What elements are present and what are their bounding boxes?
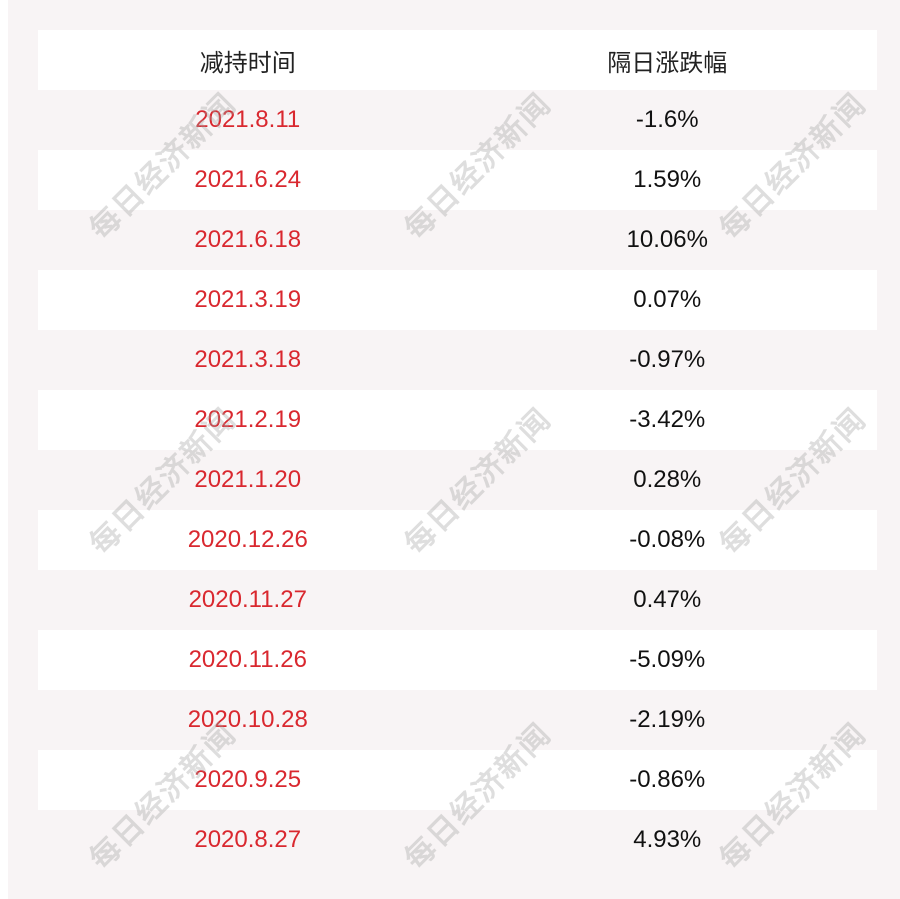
- table-header: 减持时间 隔日涨跌幅: [38, 30, 877, 90]
- date-cell: 2020.10.28: [187, 706, 308, 733]
- table-row: 2021.3.18 -0.97%: [38, 330, 877, 390]
- change-cell: -1.6%: [635, 106, 699, 133]
- table-row: 2020.11.26 -5.09%: [38, 630, 877, 690]
- date-cell: 2021.6.24: [194, 166, 302, 193]
- change-cell: -5.09%: [629, 646, 706, 673]
- change-cell: 4.93%: [633, 826, 702, 853]
- date-cell: 2021.6.18: [194, 226, 302, 253]
- date-cell: 2020.11.27: [188, 586, 307, 613]
- table-row: 2021.1.20 0.28%: [38, 450, 877, 510]
- change-cell: -0.86%: [629, 766, 706, 793]
- table-row: 2021.8.11 -1.6%: [38, 90, 877, 150]
- table-row: 2021.6.24 1.59%: [38, 150, 877, 210]
- table-row: 2020.9.25 -0.86%: [38, 750, 877, 810]
- date-cell: 2020.8.27: [194, 826, 302, 853]
- table-row: 2021.6.18 10.06%: [38, 210, 877, 270]
- table-row: 2021.2.19 -3.42%: [38, 390, 877, 450]
- table-row: 2020.8.27 4.93%: [38, 810, 877, 870]
- date-cell: 2021.3.19: [194, 286, 302, 313]
- header-date: 减持时间: [199, 49, 296, 77]
- change-cell: 10.06%: [626, 226, 708, 253]
- table-row: 2021.3.19 0.07%: [38, 270, 877, 330]
- change-cell: -3.42%: [629, 406, 706, 433]
- header-change: 隔日涨跌幅: [607, 49, 728, 77]
- change-cell: 1.59%: [633, 166, 702, 193]
- change-cell: 0.28%: [633, 466, 702, 493]
- date-cell: 2021.1.20: [194, 466, 302, 493]
- change-cell: -0.08%: [629, 526, 706, 553]
- date-cell: 2020.9.25: [194, 766, 302, 793]
- table-row: 2020.10.28 -2.19%: [38, 690, 877, 750]
- change-cell: -2.19%: [629, 706, 706, 733]
- data-table: 减持时间 隔日涨跌幅 2021.8.11 -1.6% 2021.6.24 1.59% 2…: [38, 30, 877, 870]
- change-cell: 0.47%: [633, 586, 702, 613]
- table-row: 2020.12.26 -0.08%: [38, 510, 877, 570]
- table-row: 2020.11.27 0.47%: [38, 570, 877, 630]
- change-cell: 0.07%: [633, 286, 702, 313]
- date-cell: 2020.12.26: [187, 526, 308, 553]
- date-cell: 2021.2.19: [194, 406, 302, 433]
- date-cell: 2021.3.18: [194, 346, 302, 373]
- date-cell: 2021.8.11: [195, 106, 301, 133]
- change-cell: -0.97%: [629, 346, 706, 373]
- date-cell: 2020.11.26: [188, 646, 307, 673]
